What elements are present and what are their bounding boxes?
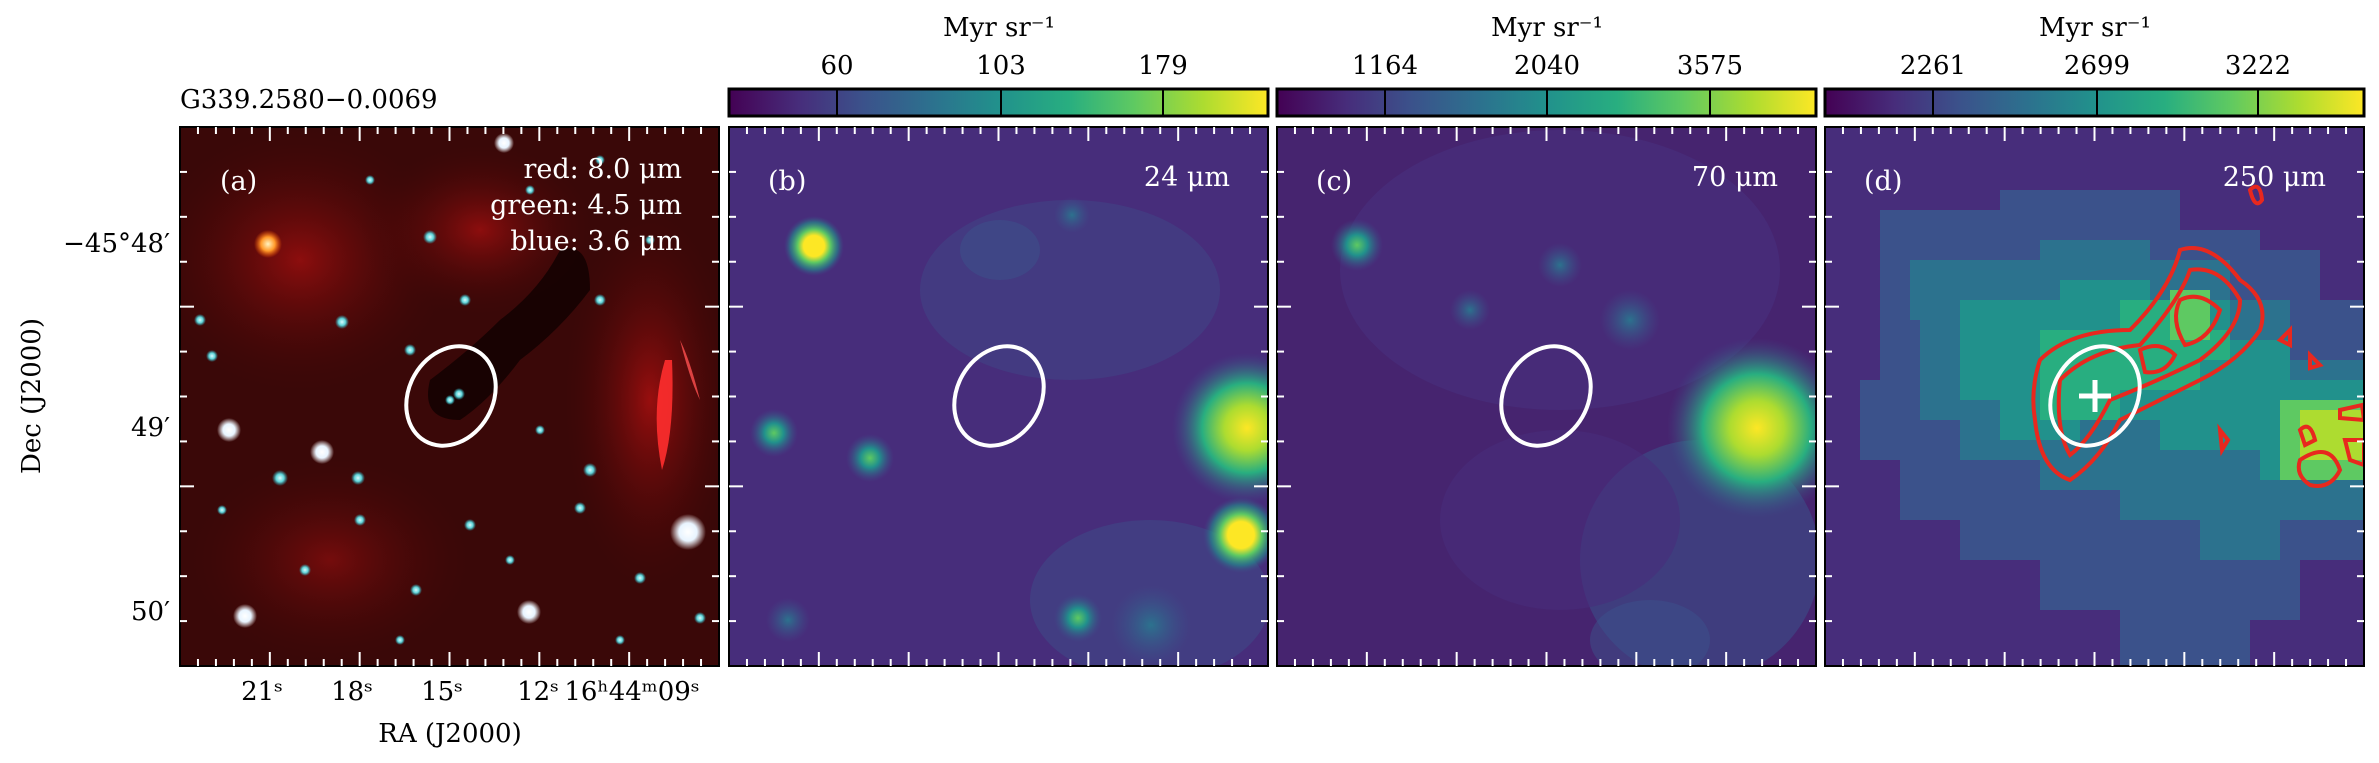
colorbar-tick: 103 [976, 51, 1026, 81]
ra-tick-label: 21ˢ [241, 677, 283, 707]
ra-tick-label: 12ˢ [517, 677, 559, 707]
colorbar-tick: 179 [1138, 51, 1188, 81]
colorbar-tick: 1164 [1352, 51, 1418, 81]
axis-ticks [180, 127, 2364, 666]
source-ellipse [404, 344, 498, 448]
colorbar-b: Myr sr⁻¹ 60 103 179 [727, 13, 1270, 118]
colorbar-tick: 2699 [2064, 51, 2130, 81]
dec-tick-label: 49′ [131, 413, 170, 443]
source-name: G339.2580−0.0069 [180, 85, 438, 115]
colorbar-unit: Myr sr⁻¹ [2039, 13, 2151, 43]
panel-d: (d) 250 μm [1824, 126, 2365, 667]
colorbar-tick: 3222 [2225, 51, 2291, 81]
contour-lines [2031, 184, 2364, 488]
band-label: 24 μm [1144, 162, 1230, 193]
colorbar-c: Myr sr⁻¹ 1164 2040 3575 [1275, 13, 1818, 118]
colorbar-unit: Myr sr⁻¹ [1491, 13, 1603, 43]
colorbar-tick: 2261 [1900, 51, 1966, 81]
legend-green: green: 4.5 μm [490, 190, 682, 221]
y-axis-label: Dec (J2000) [17, 318, 47, 474]
band-label: 70 μm [1692, 162, 1778, 193]
colorbar-tick: 60 [820, 51, 853, 81]
panel-tag: (b) [768, 166, 806, 197]
plus-marker-icon [2079, 380, 2111, 412]
ra-tick-label: 16ʰ44ᵐ09ˢ [564, 677, 699, 707]
colorbar-tick: 2040 [1514, 51, 1580, 81]
panel-b: (b) 24 μm [728, 126, 1269, 667]
legend-blue: blue: 3.6 μm [510, 226, 682, 257]
panel-tag: (c) [1316, 166, 1352, 197]
band-label: 250 μm [2223, 162, 2326, 193]
colorbar-tick: 3575 [1677, 51, 1743, 81]
legend-red: red: 8.0 μm [523, 154, 682, 185]
panel-c: (c) 70 μm [1276, 126, 1817, 667]
panel-a: (a) red: 8.0 μm green: 4.5 μm blue: 3.6 … [179, 126, 720, 667]
panel-tag: (a) [220, 166, 257, 197]
x-axis-label: RA (J2000) [378, 719, 522, 749]
ra-tick-label: 18ˢ [331, 677, 373, 707]
panel-d-image [1825, 127, 2364, 666]
panel-c-image [1277, 127, 1816, 666]
source-ellipse [2048, 344, 2142, 448]
panel-b-image [729, 127, 1268, 666]
dec-tick-label: −45°48′ [63, 229, 170, 259]
panel-tag: (d) [1864, 166, 1902, 197]
colorbar-unit: Myr sr⁻¹ [943, 13, 1055, 43]
ra-tick-label: 15ˢ [421, 677, 463, 707]
source-ellipse [1499, 344, 1593, 448]
dec-tick-label: 50′ [131, 597, 170, 627]
colorbar-d: Myr sr⁻¹ 2261 2699 3222 [1823, 13, 2366, 118]
panel-a-image [180, 127, 719, 666]
source-ellipse [952, 344, 1046, 448]
